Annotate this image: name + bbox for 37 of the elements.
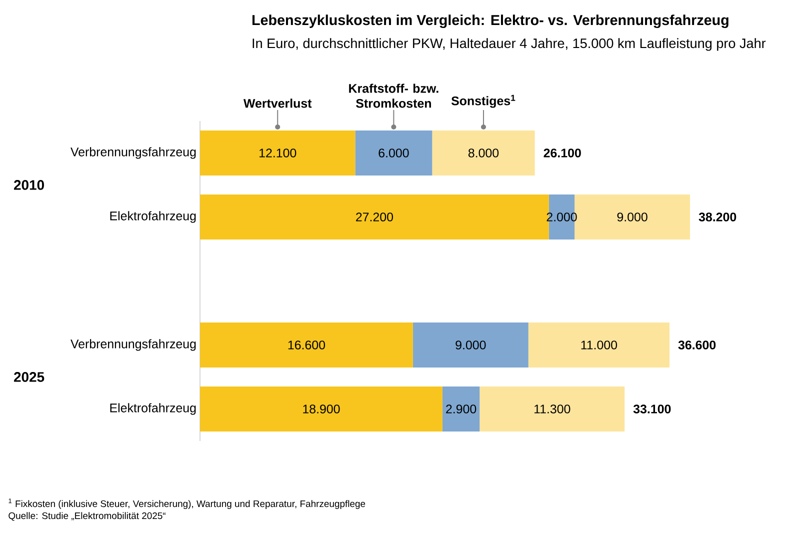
text: 2025 [14,372,44,382]
series-label: Kraftstoff- bzw. Stromkosten [349,84,438,108]
y-tick-label: Elektrofahrzeug [110,211,196,223]
y-tick-label: Verbrennungsfahrzeug [70,339,196,351]
data-label: 12.100 [260,148,296,158]
bar [480,386,625,432]
total-label: 33.100 [633,404,671,414]
bar [200,322,413,368]
data-label: 11.300 [534,404,570,414]
series-label: Sonstiges$^{1}$ [451,94,516,108]
data-label: 2.900 [446,404,476,414]
data-label: 16.600 [288,340,326,350]
y-tick-label: Elektrofahrzeug [110,403,196,415]
y-tick-label: Verbrennungsfahrzeug [70,147,196,159]
total-label: 26.100 [544,148,581,158]
data-label: 11.000 [581,340,618,350]
series-label: Wertverlust [243,98,312,108]
source-note: Quelle: Studie „Elektromobilität 2025“ [8,512,166,521]
data-label: 27.200 [356,212,394,222]
text: $^{1}$ Fixkosten (inklusive Steuer, Versicherung), Wartung und Reparatur, Fahrzeugpflege [8,498,366,509]
bar [200,130,356,176]
total-label: 38.200 [698,212,736,222]
chart-subtitle: In Euro, durchschnittlicher PKW, Haltedauer 4 Jahre, 15.000 km Laufleistung pro Jahr [252,38,766,51]
data-label: 18.900 [303,404,340,414]
data-label: 6.000 [378,148,409,158]
data-label: 9.000 [617,212,648,222]
data-label: 9.000 [456,340,486,350]
bar [355,130,432,176]
total-label: 36.600 [678,340,716,350]
bar [442,386,480,432]
text: 2010 [14,180,44,190]
bar [200,386,442,432]
bar [432,130,535,176]
chart-title: Lebenszykluskosten im Vergleich: Elektro- vs. Verbrennungsfahrzeug [252,14,728,28]
bar [528,322,670,368]
bar [412,322,528,368]
data-label: 8.000 [468,148,499,158]
